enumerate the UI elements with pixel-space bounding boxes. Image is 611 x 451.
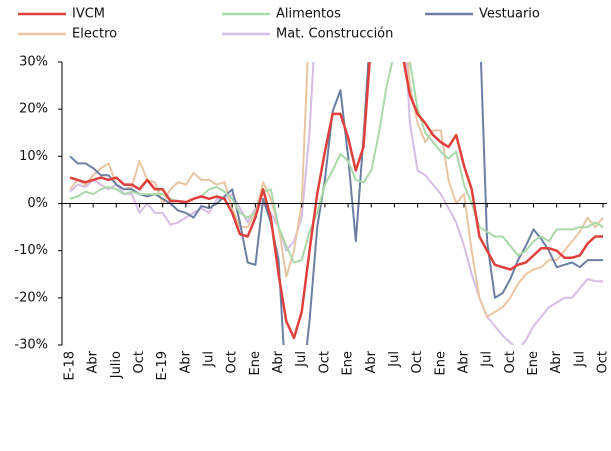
x-tick-label: Jul [294, 351, 309, 368]
x-tick-label: Oct [410, 351, 425, 373]
series-line [69, 62, 603, 345]
x-tick-label: Abr [271, 350, 286, 373]
legend-label: Vestuario [479, 7, 540, 22]
legend-label: Mat. Construcción [276, 27, 393, 42]
x-tick-label: Jul [387, 351, 402, 368]
legend-label: Electro [72, 27, 117, 42]
y-tick-label: 20% [19, 102, 48, 117]
x-tick-label: Oct [503, 351, 518, 373]
x-tick-label: Oct [225, 351, 240, 373]
legend-label: Alimentos [276, 7, 341, 22]
x-tick-label: Abr [86, 350, 101, 373]
y-tick-label: 30% [19, 55, 48, 70]
x-tick-label: Abr [178, 350, 193, 373]
x-tick-label: Abr [364, 350, 379, 373]
x-tick-label: Julio [109, 351, 124, 379]
x-tick-label: Jul [572, 351, 587, 368]
series-line [69, 62, 603, 340]
series-line [69, 62, 604, 264]
x-tick-label: Ene [433, 351, 448, 375]
legend-label: IVCM [72, 7, 105, 22]
x-tick-label: Ene [341, 351, 356, 375]
x-tick-label: Abr [456, 350, 471, 373]
x-tick-label: Ene [248, 351, 263, 375]
series-line [69, 62, 603, 345]
x-tick-label: Oct [317, 351, 332, 373]
x-tick-label: Jul [202, 351, 217, 368]
y-tick-label: 10% [19, 149, 48, 164]
x-tick-label: Oct [132, 351, 147, 373]
x-tick-label: E-19 [155, 351, 170, 380]
y-tick-label: 0% [27, 196, 48, 211]
plot-area [69, 62, 604, 345]
y-tick-label: -30% [14, 338, 48, 353]
x-tick-label: Abr [549, 350, 564, 373]
x-tick-label: Jul [480, 351, 495, 368]
series-line [69, 62, 604, 318]
x-tick-label: E-18 [63, 351, 78, 380]
y-tick-label: -10% [14, 243, 48, 258]
y-tick-label: -20% [14, 290, 48, 305]
x-tick-label: Ene [526, 351, 541, 375]
x-tick-label: Oct [596, 351, 611, 373]
